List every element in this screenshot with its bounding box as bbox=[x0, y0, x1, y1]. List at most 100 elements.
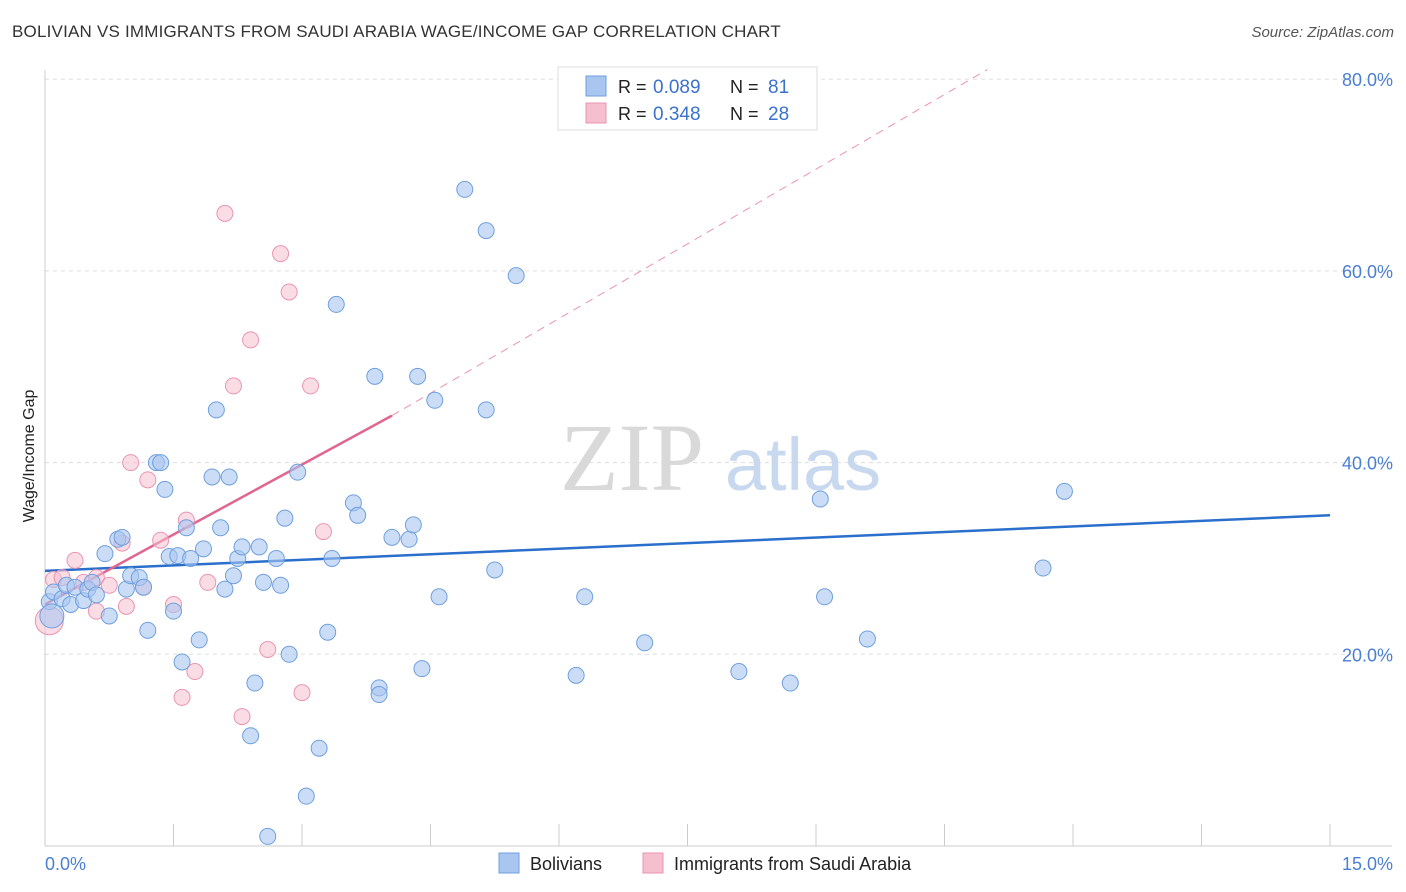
saudi-point bbox=[224, 377, 242, 395]
bolivian-point bbox=[426, 391, 444, 409]
bolivian-point bbox=[576, 588, 594, 606]
bolivian-point bbox=[1055, 482, 1073, 500]
x-tick-label: 15.0% bbox=[1342, 854, 1393, 874]
bolivian-point bbox=[858, 630, 876, 648]
saudi-trend-extension bbox=[391, 69, 988, 417]
legend-r-value-2: 0.348 bbox=[653, 104, 701, 125]
bolivian-point bbox=[250, 538, 268, 556]
bolivian-point bbox=[430, 588, 448, 606]
bolivian-point bbox=[272, 576, 290, 594]
bolivian-point bbox=[113, 528, 131, 546]
legend-swatch-saudi bbox=[585, 102, 607, 124]
bolivian-point bbox=[194, 540, 212, 558]
bolivian-point bbox=[276, 509, 294, 527]
bolivian-point bbox=[87, 586, 105, 604]
bolivian-point bbox=[370, 686, 388, 704]
trend-lines bbox=[44, 69, 1331, 606]
legend-n-value-1: 81 bbox=[768, 77, 789, 98]
bolivian-point bbox=[323, 549, 341, 567]
bolivians-trend-line bbox=[44, 514, 1331, 573]
legend-n-label-2: N = bbox=[730, 104, 759, 124]
legend-n-label-1: N = bbox=[730, 77, 759, 97]
saudi-point bbox=[272, 245, 290, 263]
saudi-point bbox=[259, 641, 277, 658]
bolivian-point bbox=[254, 573, 272, 591]
bottom-legend: Bolivians Immigrants from Saudi Arabia bbox=[498, 852, 912, 874]
saudi-point bbox=[122, 454, 140, 472]
bolivian-point bbox=[259, 827, 277, 845]
bolivian-point bbox=[190, 631, 208, 649]
saudi-point bbox=[152, 531, 170, 549]
saudi-point bbox=[302, 377, 320, 395]
y-tick-label: 20.0% bbox=[1342, 645, 1393, 665]
saudi-point bbox=[117, 597, 135, 615]
bolivian-point bbox=[135, 578, 153, 596]
bolivian-point bbox=[811, 490, 829, 508]
bolivian-point bbox=[400, 530, 418, 548]
legend-swatch-bolivians bbox=[585, 75, 607, 97]
bolivian-point bbox=[280, 645, 298, 663]
saudi-point bbox=[242, 331, 260, 349]
bolivian-point bbox=[203, 468, 221, 486]
bottom-legend-swatch-saudi bbox=[642, 852, 664, 874]
bolivian-point bbox=[242, 727, 260, 745]
saudi-point bbox=[199, 573, 217, 591]
bolivian-point bbox=[207, 401, 225, 419]
y-tick-label: 60.0% bbox=[1342, 262, 1393, 282]
saudi-point bbox=[100, 576, 118, 594]
bolivian-point bbox=[224, 567, 242, 585]
bolivian-point bbox=[404, 516, 422, 534]
bottom-legend-bolivians: Bolivians bbox=[530, 854, 602, 874]
bolivian-point bbox=[383, 528, 401, 546]
bolivian-point bbox=[267, 549, 285, 567]
source-label: Source: ZipAtlas.com bbox=[1251, 24, 1394, 41]
saudi-point bbox=[293, 684, 311, 702]
bolivian-point bbox=[173, 653, 191, 671]
saudi-point bbox=[139, 471, 157, 489]
bolivian-point bbox=[477, 222, 495, 240]
watermark: ZIP atlas bbox=[560, 404, 881, 511]
bolivian-point bbox=[182, 549, 200, 567]
bolivian-point bbox=[730, 663, 748, 681]
bolivian-point bbox=[486, 561, 504, 579]
bolivian-point bbox=[636, 634, 654, 652]
saudi-point bbox=[216, 204, 234, 222]
axes bbox=[44, 70, 1392, 847]
bolivian-point bbox=[233, 538, 251, 556]
y-axis-title: Wage/Income Gap bbox=[21, 390, 38, 523]
bottom-legend-swatch-bolivians bbox=[498, 852, 520, 874]
x-tick-label: 0.0% bbox=[45, 854, 86, 874]
bolivian-point bbox=[297, 787, 315, 805]
bolivian-point bbox=[156, 480, 174, 498]
chart-title: BOLIVIAN VS IMMIGRANTS FROM SAUDI ARABIA… bbox=[12, 22, 781, 41]
gridlines bbox=[45, 78, 1392, 655]
bolivian-point bbox=[409, 367, 427, 385]
y-tick-label: 40.0% bbox=[1342, 454, 1393, 474]
bolivian-point bbox=[567, 666, 585, 684]
y-tick-label: 80.0% bbox=[1342, 70, 1393, 90]
bolivian-point bbox=[816, 588, 834, 606]
saudi-point bbox=[66, 551, 84, 569]
bolivians-points bbox=[39, 180, 1073, 845]
bolivian-point bbox=[165, 602, 182, 620]
bolivian-point bbox=[781, 674, 799, 692]
legend-n-value-2: 28 bbox=[768, 104, 789, 125]
bolivian-point bbox=[139, 621, 157, 639]
saudi-point bbox=[280, 283, 298, 301]
bolivian-point bbox=[319, 623, 337, 641]
legend-r-value-1: 0.089 bbox=[653, 77, 701, 98]
bolivian-point bbox=[212, 519, 230, 537]
bolivian-point bbox=[152, 454, 170, 472]
bolivian-point bbox=[39, 603, 65, 629]
bolivian-point bbox=[96, 545, 114, 563]
legend-r-label-2: R = bbox=[618, 104, 647, 124]
legend-r-label-1: R = bbox=[618, 77, 647, 97]
bolivian-point bbox=[477, 401, 495, 419]
bolivian-point bbox=[507, 267, 525, 285]
bolivian-point bbox=[1034, 559, 1052, 577]
bolivian-point bbox=[220, 468, 238, 486]
tick-labels: 20.0% 40.0% 60.0% 80.0% 0.0% 15.0% bbox=[45, 70, 1393, 874]
bolivian-point bbox=[413, 660, 431, 678]
watermark-zip: ZIP bbox=[560, 404, 704, 511]
